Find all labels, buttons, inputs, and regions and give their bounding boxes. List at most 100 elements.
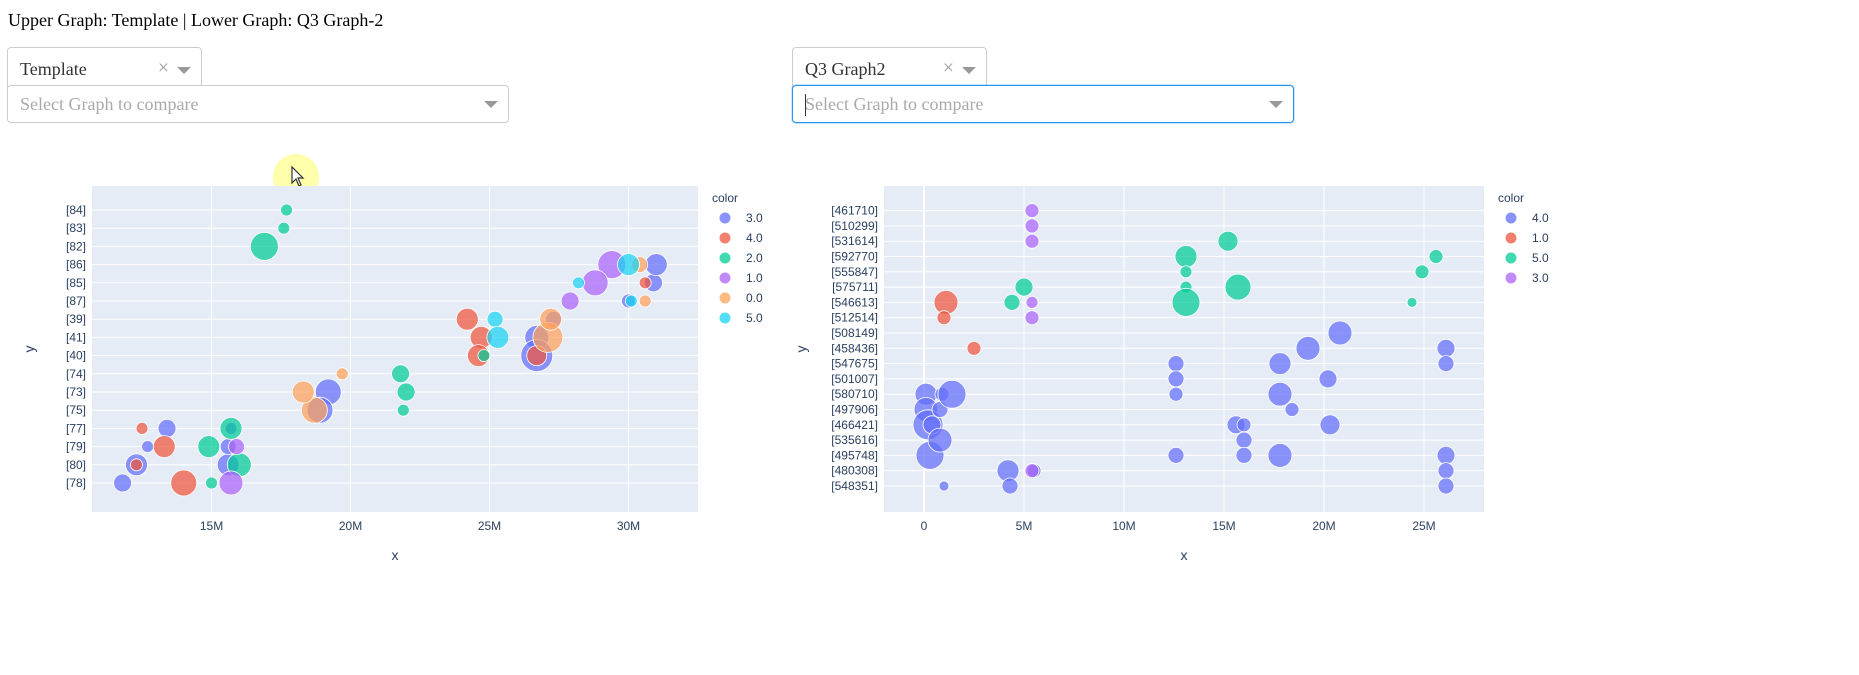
left-graph-select-chevron-down-icon[interactable] <box>177 67 191 74</box>
legend-label[interactable]: 5.0 <box>746 311 763 325</box>
scatter-point[interactable] <box>113 473 132 493</box>
scatter-point[interactable] <box>938 480 950 492</box>
scatter-point[interactable] <box>937 379 967 409</box>
scatter-chart-right[interactable]: [461710][510299][531614] [592770][555847]… <box>790 180 1590 570</box>
scatter-point[interactable] <box>1024 463 1040 479</box>
legend-marker[interactable] <box>719 252 731 264</box>
legend-label[interactable]: 1.0 <box>1532 231 1549 245</box>
scatter-point[interactable] <box>1024 218 1040 234</box>
scatter-point[interactable] <box>1436 338 1456 358</box>
scatter-point[interactable] <box>335 367 349 381</box>
scatter-point[interactable] <box>1171 288 1201 317</box>
scatter-point[interactable] <box>1014 277 1034 297</box>
scatter-point[interactable] <box>1428 249 1444 264</box>
right-clear-icon[interactable]: × <box>942 57 954 79</box>
scatter-point[interactable] <box>455 307 479 331</box>
scatter-point[interactable] <box>300 396 328 424</box>
scatter-point[interactable] <box>396 382 416 402</box>
scatter-point[interactable] <box>1437 477 1455 495</box>
scatter-point[interactable] <box>539 307 563 331</box>
scatter-point[interactable] <box>249 232 279 261</box>
legend-label[interactable]: 0.0 <box>746 291 763 305</box>
legend-label[interactable]: 3.0 <box>1532 271 1549 285</box>
scatter-point[interactable] <box>396 403 410 417</box>
left-compare-select-chevron-down-icon[interactable] <box>484 101 498 108</box>
scatter-point[interactable] <box>1024 233 1040 249</box>
legend-label[interactable]: 4.0 <box>746 231 763 245</box>
scatter-point[interactable] <box>966 340 982 356</box>
scatter-point[interactable] <box>486 310 504 328</box>
scatter-point[interactable] <box>1003 294 1021 311</box>
legend-marker[interactable] <box>719 312 731 324</box>
scatter-point[interactable] <box>1235 431 1253 449</box>
scatter-point[interactable] <box>1267 381 1293 407</box>
scatter-point[interactable] <box>130 458 143 472</box>
legend-marker[interactable] <box>1505 212 1517 224</box>
scatter-point[interactable] <box>1437 462 1455 480</box>
scatter-point[interactable] <box>135 421 149 435</box>
scatter-point[interactable] <box>152 435 176 459</box>
scatter-point[interactable] <box>1319 414 1341 436</box>
scatter-point[interactable] <box>205 476 218 490</box>
scatter-point[interactable] <box>1179 265 1193 279</box>
scatter-point[interactable] <box>291 380 315 404</box>
scatter-point[interactable] <box>1327 320 1353 346</box>
scatter-point[interactable] <box>280 203 293 217</box>
scatter-point[interactable] <box>1167 370 1185 388</box>
scatter-point[interactable] <box>644 253 668 276</box>
right-compare-select-chevron-down-icon[interactable] <box>1269 101 1283 108</box>
legend-label[interactable]: 4.0 <box>1532 211 1549 225</box>
scatter-point[interactable] <box>638 294 652 308</box>
scatter-point[interactable] <box>1267 442 1293 468</box>
scatter-point[interactable] <box>581 269 609 297</box>
scatter-point[interactable] <box>1284 402 1300 417</box>
legend-label[interactable]: 2.0 <box>746 251 763 265</box>
scatter-point[interactable] <box>1024 203 1040 219</box>
scatter-point[interactable] <box>638 276 652 290</box>
left-clear-icon[interactable]: × <box>157 57 169 79</box>
scatter-point[interactable] <box>1406 297 1418 308</box>
scatter-point[interactable] <box>1318 369 1338 389</box>
scatter-point[interactable] <box>572 276 585 290</box>
scatter-point[interactable] <box>936 310 952 326</box>
legend-marker[interactable] <box>719 212 731 224</box>
scatter-point[interactable] <box>486 325 510 349</box>
scatter-chart-left[interactable]: [84] [83] [82] [86] [85] [87] [39] [41] [40] [74]… <box>0 180 790 570</box>
scatter-point[interactable] <box>927 427 953 453</box>
legend-marker[interactable] <box>1505 272 1517 284</box>
scatter-point[interactable] <box>1414 264 1430 280</box>
scatter-point[interactable] <box>1167 446 1185 464</box>
scatter-point[interactable] <box>1001 477 1019 495</box>
left-compare-select[interactable]: Select Graph to compare <box>7 85 509 123</box>
scatter-point[interactable] <box>1168 386 1184 402</box>
scatter-point[interactable] <box>1224 273 1252 301</box>
scatter-point[interactable] <box>1295 335 1321 361</box>
right-graph-select-chevron-down-icon[interactable] <box>962 67 976 74</box>
scatter-point[interactable] <box>197 435 221 459</box>
legend-marker[interactable] <box>719 292 731 304</box>
right-compare-select[interactable]: Select Graph to compare <box>792 85 1294 123</box>
scatter-point[interactable] <box>477 349 491 363</box>
scatter-point[interactable] <box>1235 446 1253 464</box>
scatter-point[interactable] <box>560 291 580 311</box>
scatter-point[interactable] <box>219 416 243 440</box>
scatter-point[interactable] <box>617 253 640 276</box>
scatter-point[interactable] <box>1437 355 1455 373</box>
scatter-point[interactable] <box>277 221 291 235</box>
scatter-point[interactable] <box>157 418 177 438</box>
scatter-point[interactable] <box>1024 310 1040 326</box>
scatter-point[interactable] <box>1236 417 1252 433</box>
legend-marker[interactable] <box>719 232 731 244</box>
legend-marker[interactable] <box>1505 252 1517 264</box>
scatter-point[interactable] <box>170 469 198 497</box>
scatter-point[interactable] <box>228 438 245 456</box>
legend-label[interactable]: 3.0 <box>746 211 763 225</box>
legend-label[interactable]: 1.0 <box>746 271 763 285</box>
legend-marker[interactable] <box>1505 232 1517 244</box>
right-graph-select[interactable]: Q3 Graph2 × <box>792 47 987 92</box>
scatter-point[interactable] <box>141 440 154 454</box>
scatter-point[interactable] <box>1436 445 1456 465</box>
scatter-point[interactable] <box>1174 245 1198 268</box>
scatter-point[interactable] <box>1025 296 1039 309</box>
scatter-point[interactable] <box>1167 355 1185 373</box>
